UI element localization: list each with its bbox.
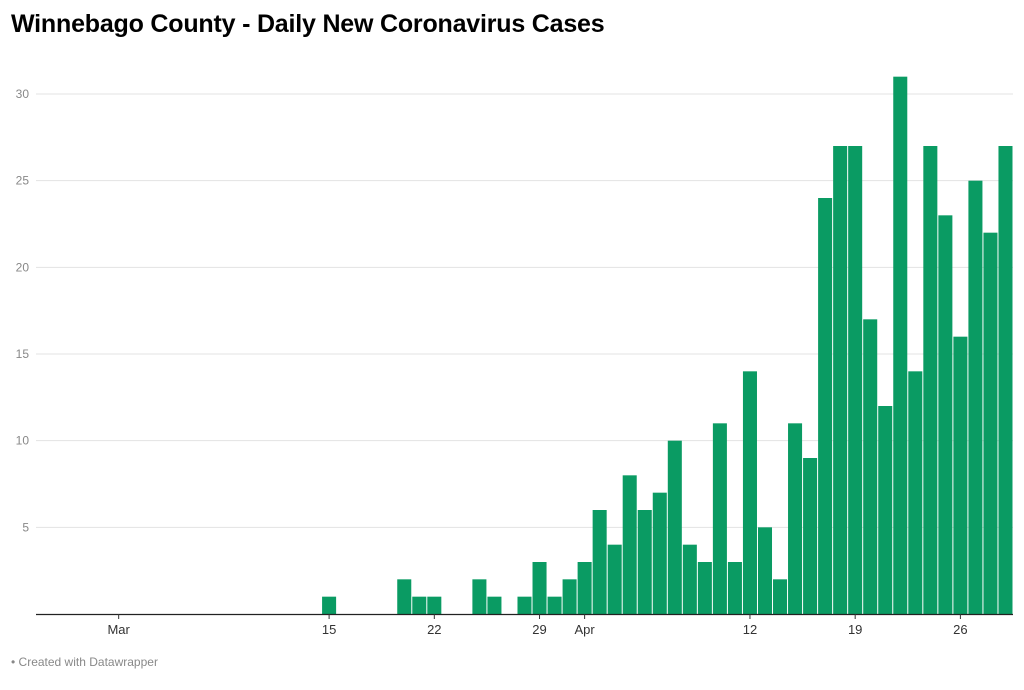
bar — [953, 336, 968, 614]
bar — [322, 596, 337, 614]
x-tick-label: Apr — [575, 622, 596, 637]
footer-credit: • Created with Datawrapper — [11, 655, 158, 669]
bar — [412, 596, 427, 614]
bar — [773, 579, 788, 614]
bar — [532, 562, 547, 614]
bar — [742, 371, 757, 614]
bar — [848, 146, 863, 614]
bar — [818, 198, 833, 614]
bar — [878, 406, 893, 614]
y-tick-label: 25 — [16, 174, 30, 188]
y-tick-label: 15 — [16, 347, 30, 361]
y-tick-label: 30 — [16, 87, 30, 101]
x-tick-label: 15 — [322, 622, 336, 637]
x-tick-label: Mar — [107, 622, 130, 637]
bar — [652, 492, 667, 614]
bar — [893, 76, 908, 615]
bar — [788, 423, 803, 614]
bar — [622, 475, 637, 614]
bar — [427, 596, 442, 614]
bar — [727, 562, 742, 614]
bar — [472, 579, 487, 614]
bar — [577, 562, 592, 614]
bar — [517, 596, 532, 614]
axes: 5 10 15 20 25 30 Mar 15 22 29 Apr 12 19 26 — [16, 87, 1013, 637]
bar — [667, 440, 682, 614]
bar — [487, 596, 502, 614]
y-tick-label: 10 — [16, 434, 30, 448]
gridlines — [36, 93, 1013, 528]
bar — [547, 596, 562, 614]
bar — [983, 232, 998, 615]
x-tick-label: 12 — [743, 622, 757, 637]
bar — [592, 510, 607, 614]
bar — [712, 423, 727, 614]
bar — [803, 458, 818, 614]
bars — [322, 76, 1013, 615]
bar — [607, 544, 622, 614]
bar — [682, 544, 697, 614]
y-tick-label: 5 — [22, 520, 29, 534]
x-tick-label: 22 — [427, 622, 441, 637]
bar — [863, 319, 878, 614]
bar — [938, 215, 953, 614]
chart-title: Winnebago County - Daily New Coronavirus… — [11, 10, 605, 38]
bar — [908, 371, 923, 614]
bar — [968, 180, 983, 615]
y-tick-label: 20 — [16, 260, 30, 274]
bar — [562, 579, 577, 614]
x-tick-label: 29 — [532, 622, 546, 637]
bar — [397, 579, 412, 614]
bar — [637, 510, 652, 614]
bar — [833, 146, 848, 614]
bar — [998, 146, 1013, 614]
x-tick-label: 26 — [953, 622, 967, 637]
bar — [757, 527, 773, 614]
bar — [923, 146, 938, 614]
bar — [697, 562, 712, 614]
x-tick-label: 19 — [848, 622, 862, 637]
